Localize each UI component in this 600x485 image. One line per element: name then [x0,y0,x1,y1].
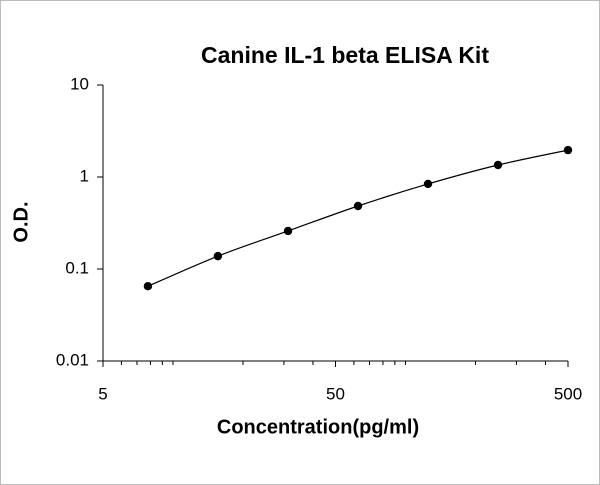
data-point [213,251,223,261]
x-axis-label: Concentration(pg/ml) [217,416,419,438]
y-tick-label: 10 [70,74,89,93]
data-point [493,160,503,170]
y-tick-label: 1 [80,166,89,185]
data-point [563,145,573,155]
x-tick-label: 50 [326,384,345,403]
data-point [143,282,153,291]
data-point [353,201,363,211]
y-tick-label: 0.01 [56,350,89,369]
x-tick-label: 500 [554,384,582,403]
y-axis-label: O.D. [10,201,32,242]
chart-title: Canine IL-1 beta ELISA Kit [201,42,489,68]
data-point [423,179,433,189]
x-tick-label: 5 [98,384,107,403]
data-point [283,226,293,236]
y-tick-label: 0.1 [65,258,89,277]
